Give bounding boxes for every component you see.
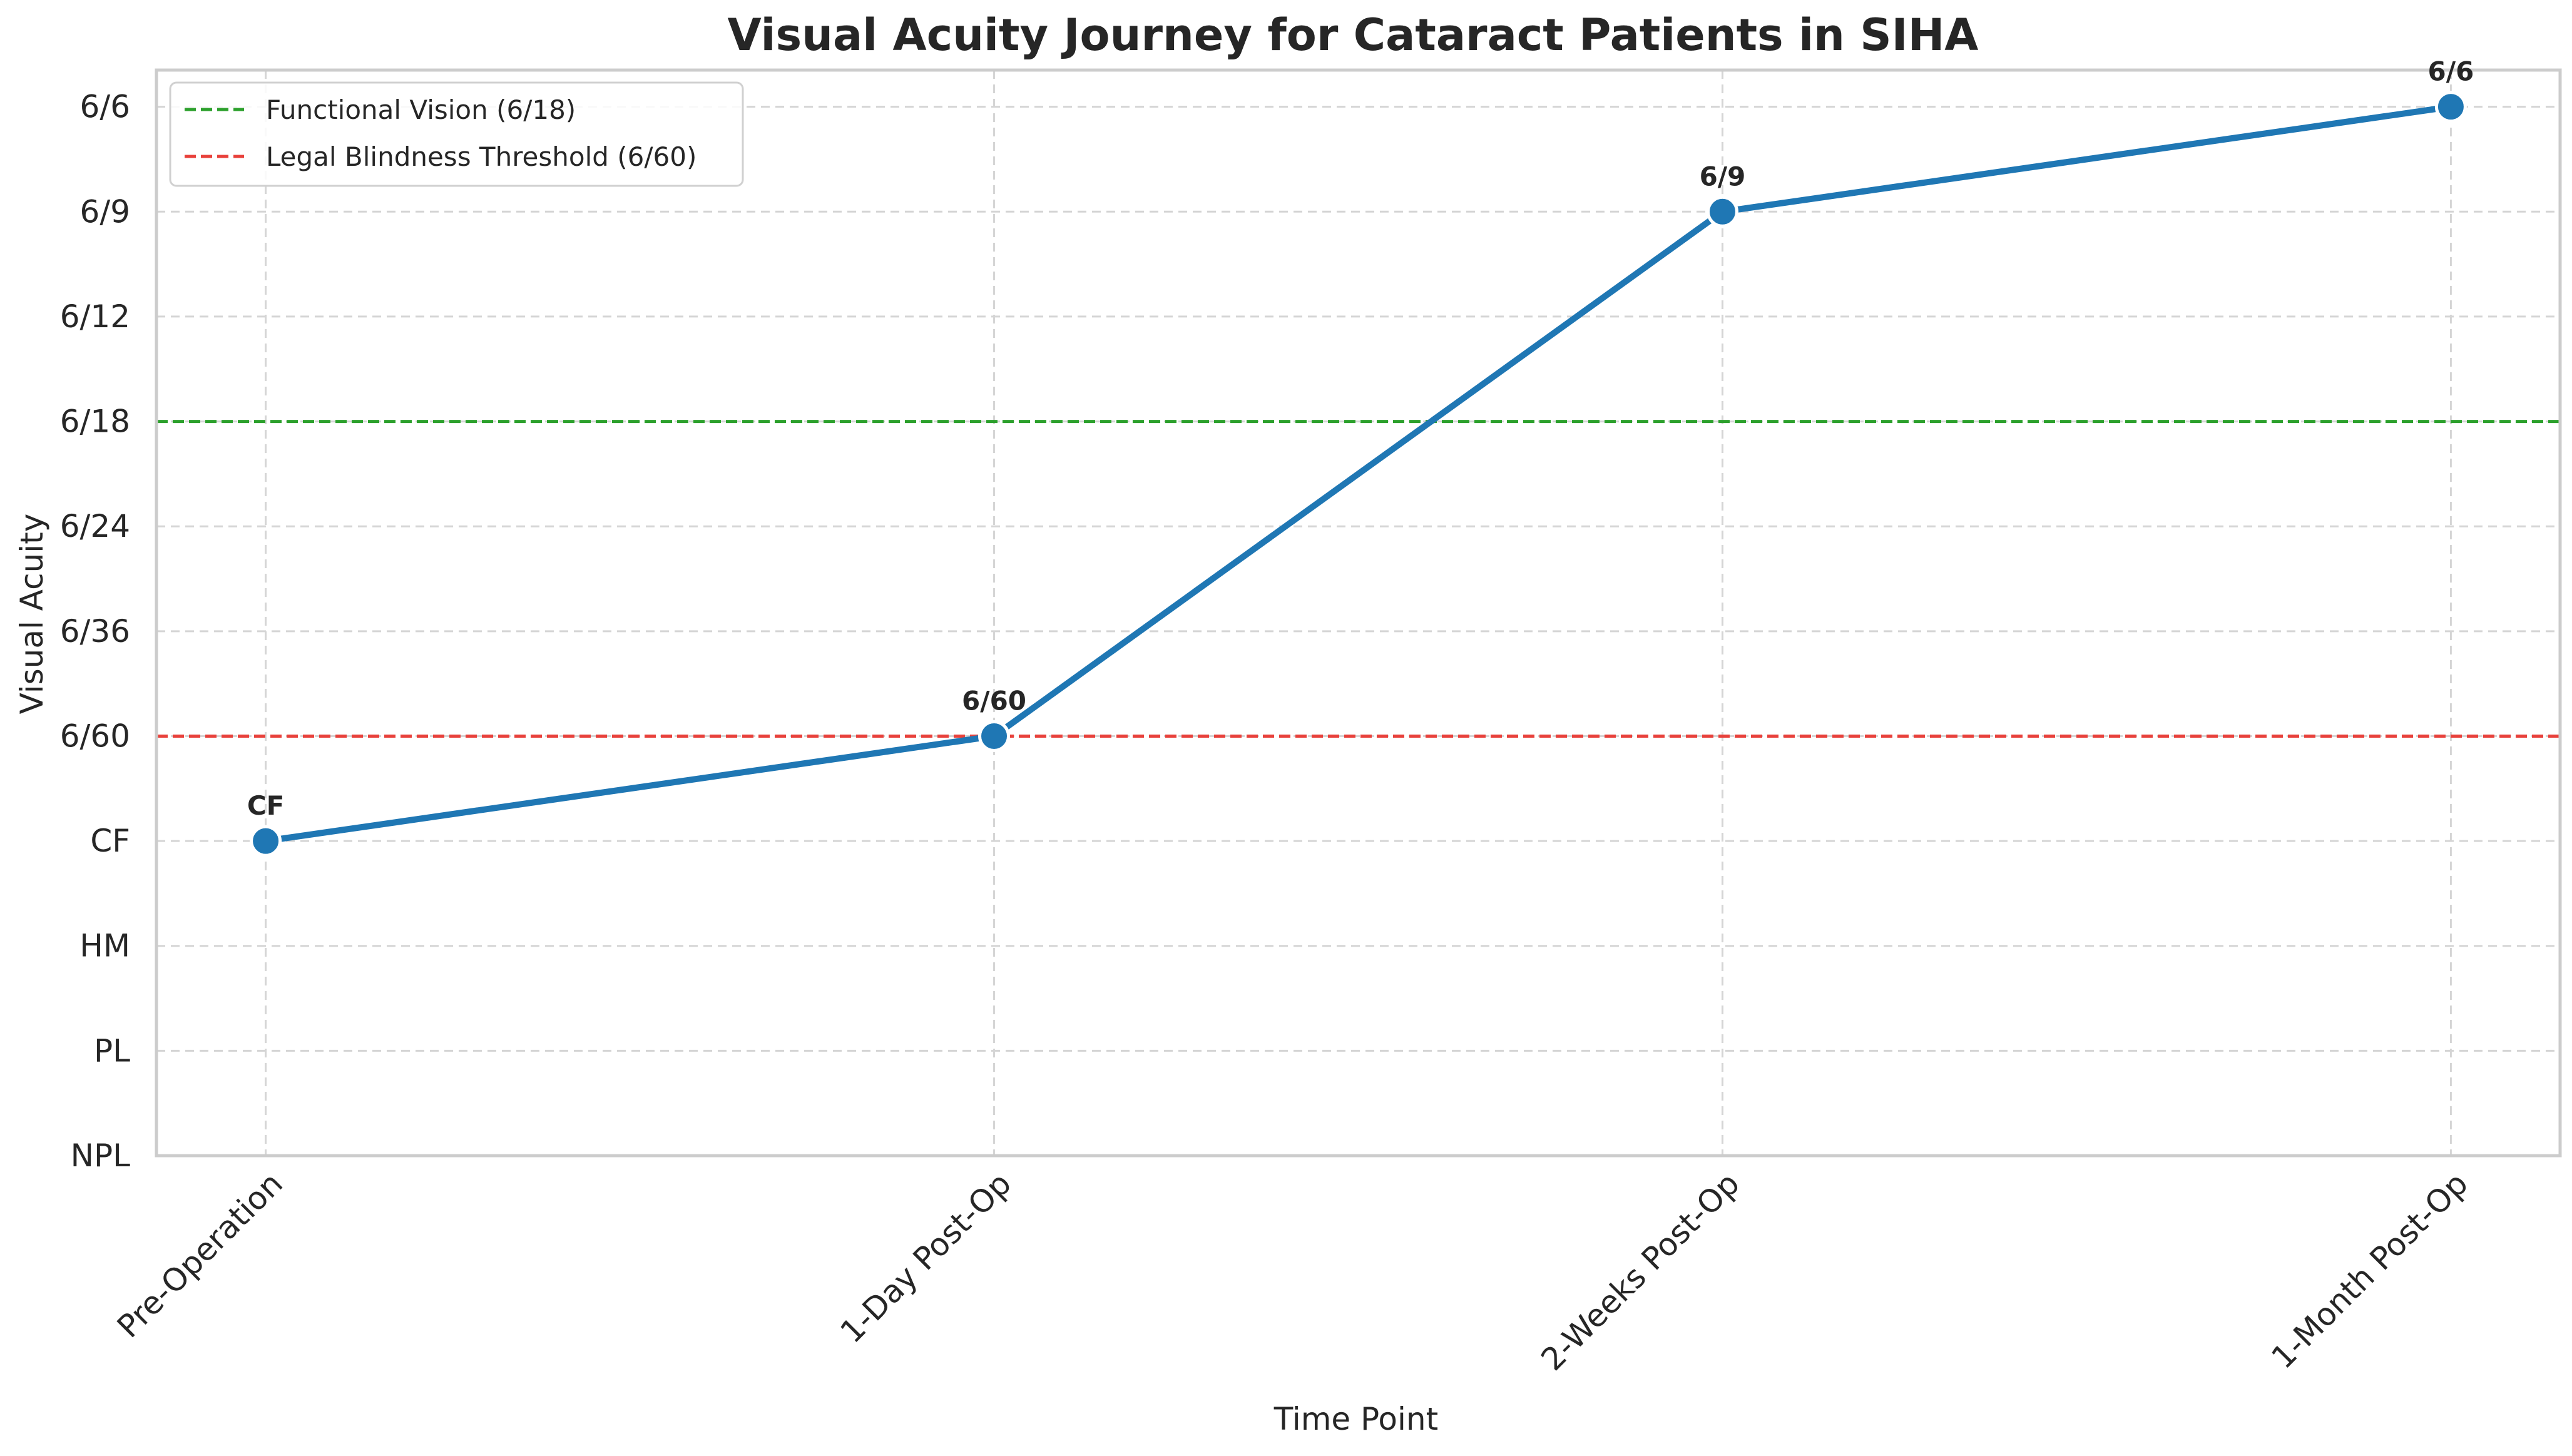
x-axis-label: Time Point — [1273, 1401, 1438, 1437]
legend-box — [169, 81, 744, 187]
y-tick-label: 6/18 — [60, 404, 130, 440]
y-tick-label: PL — [94, 1032, 130, 1069]
chart-title: Visual Acuity Journey for Cataract Patie… — [728, 9, 1979, 61]
y-axis-label: Visual Acuity — [14, 514, 50, 715]
data-point — [978, 720, 1011, 752]
series-layer: CF 6/60 6/9 6/6 — [247, 56, 2474, 857]
data-label: 6/60 — [962, 685, 1026, 716]
y-tick-label: NPL — [71, 1138, 131, 1174]
y-tick-label: CF — [90, 823, 130, 859]
y-tick-label: 6/12 — [60, 298, 130, 335]
data-point — [250, 825, 282, 857]
data-label: CF — [247, 790, 285, 821]
legend-label-blindness: Legal Blindness Threshold (6/60) — [266, 141, 697, 172]
data-point — [1706, 195, 1738, 228]
plot-frame — [155, 68, 2562, 1158]
y-tick-label: HM — [79, 928, 130, 964]
data-label: 6/9 — [1700, 161, 1746, 191]
series-line — [262, 103, 2454, 845]
legend-label-functional: Functional Vision (6/18) — [266, 94, 576, 125]
y-tick-label: 6/60 — [60, 718, 130, 754]
y-tick-label: 6/36 — [60, 613, 130, 649]
legend: Functional Vision (6/18) Legal Blindness… — [169, 81, 744, 187]
y-tick-label: 6/24 — [60, 508, 130, 544]
data-point — [2434, 91, 2467, 123]
y-tick-labels: NPL PL HM CF 6/60 6/36 6/24 6/18 6/12 6/9 6/6 — [60, 89, 130, 1174]
reference-lines — [156, 420, 2560, 738]
y-tick-label: 6/6 — [80, 89, 130, 125]
data-label: 6/6 — [2428, 56, 2474, 87]
y-tick-label: 6/9 — [80, 193, 130, 230]
